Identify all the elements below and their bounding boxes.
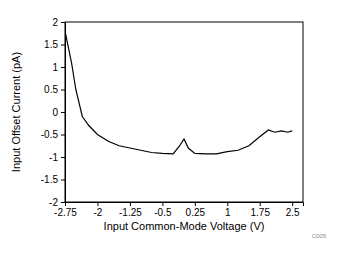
y-tick-label: 0.5: [44, 84, 58, 95]
x-tick-mark: [260, 202, 261, 206]
x-tick-mark: [227, 202, 228, 206]
figure-id: C005: [312, 233, 327, 239]
y-axis-line: [61, 23, 66, 203]
y-tick: 1: [52, 62, 65, 73]
y-tick-mark: [61, 45, 65, 46]
y-tick-mark: [61, 135, 65, 136]
x-tick-label: 0.25: [186, 207, 206, 218]
y-tick-mark: [61, 180, 65, 181]
y-tick: 0.5: [44, 84, 65, 95]
x-tick-label: -0.5: [154, 207, 172, 218]
y-tick-label: -2: [49, 197, 58, 208]
x-tick-label: -2: [94, 207, 103, 218]
x-axis: -2.75 -2 -1.25 -0.5 0.25 1 1.75 2.5: [54, 202, 303, 218]
x-tick-mark: [162, 202, 163, 206]
plot-area: [65, 31, 292, 154]
y-tick-label: -0.5: [41, 129, 59, 140]
y-tick: 1.5: [44, 39, 65, 50]
x-tick-label: -2.75: [54, 207, 77, 218]
y-axis-title: Input Offset Current (pA): [10, 52, 22, 172]
x-tick-mark: [97, 202, 98, 206]
y-tick: -1.5: [41, 174, 65, 185]
y-tick: -1: [49, 152, 65, 163]
y-tick-mark: [61, 90, 65, 91]
y-tick-label: 1: [52, 62, 58, 73]
y-tick-label: 2: [52, 17, 58, 28]
y-tick-mark: [61, 202, 65, 203]
x-tick-label: 1.75: [250, 207, 270, 218]
x-axis-line: [66, 203, 304, 207]
x-tick: 0.25: [186, 202, 206, 218]
y-tick: 0: [52, 107, 65, 118]
y-tick-label: -1: [49, 152, 58, 163]
data-line: [65, 31, 292, 154]
y-tick: -2: [49, 197, 65, 208]
y-tick-label: 0: [52, 107, 58, 118]
y-tick-mark: [61, 112, 65, 113]
y-tick-mark: [61, 157, 65, 158]
x-tick: -0.5: [154, 202, 172, 218]
y-tick: 2: [52, 17, 65, 28]
x-tick-mark: [195, 202, 196, 206]
y-tick-mark: [61, 22, 65, 23]
chart: -2.75-2-1.25-0.50.2511.752.5-2-1.5-1-0.5…: [0, 0, 340, 254]
x-tick-mark: [292, 202, 293, 206]
y-tick-label: -1.5: [41, 174, 59, 185]
y-tick: -0.5: [41, 129, 65, 140]
y-tick-mark: [61, 67, 65, 68]
x-tick: -1.25: [119, 202, 142, 218]
y-tick-label: 1.5: [44, 39, 58, 50]
x-tick: 1.75: [250, 202, 270, 218]
x-tick-label: 2.5: [286, 207, 300, 218]
x-axis-title: Input Common-Mode Voltage (V): [104, 220, 265, 232]
plot-frame: [65, 22, 303, 202]
x-tick: -2: [94, 202, 103, 218]
x-tick: 2.5: [286, 202, 300, 218]
x-tick-label: 1: [225, 207, 231, 218]
y-axis: -2 -1.5 -1 -0.5 0 0.5 1 1.5 2: [41, 17, 66, 208]
x-tick-mark: [130, 202, 131, 206]
x-tick: 1: [225, 202, 231, 218]
x-tick-label: -1.25: [119, 207, 142, 218]
